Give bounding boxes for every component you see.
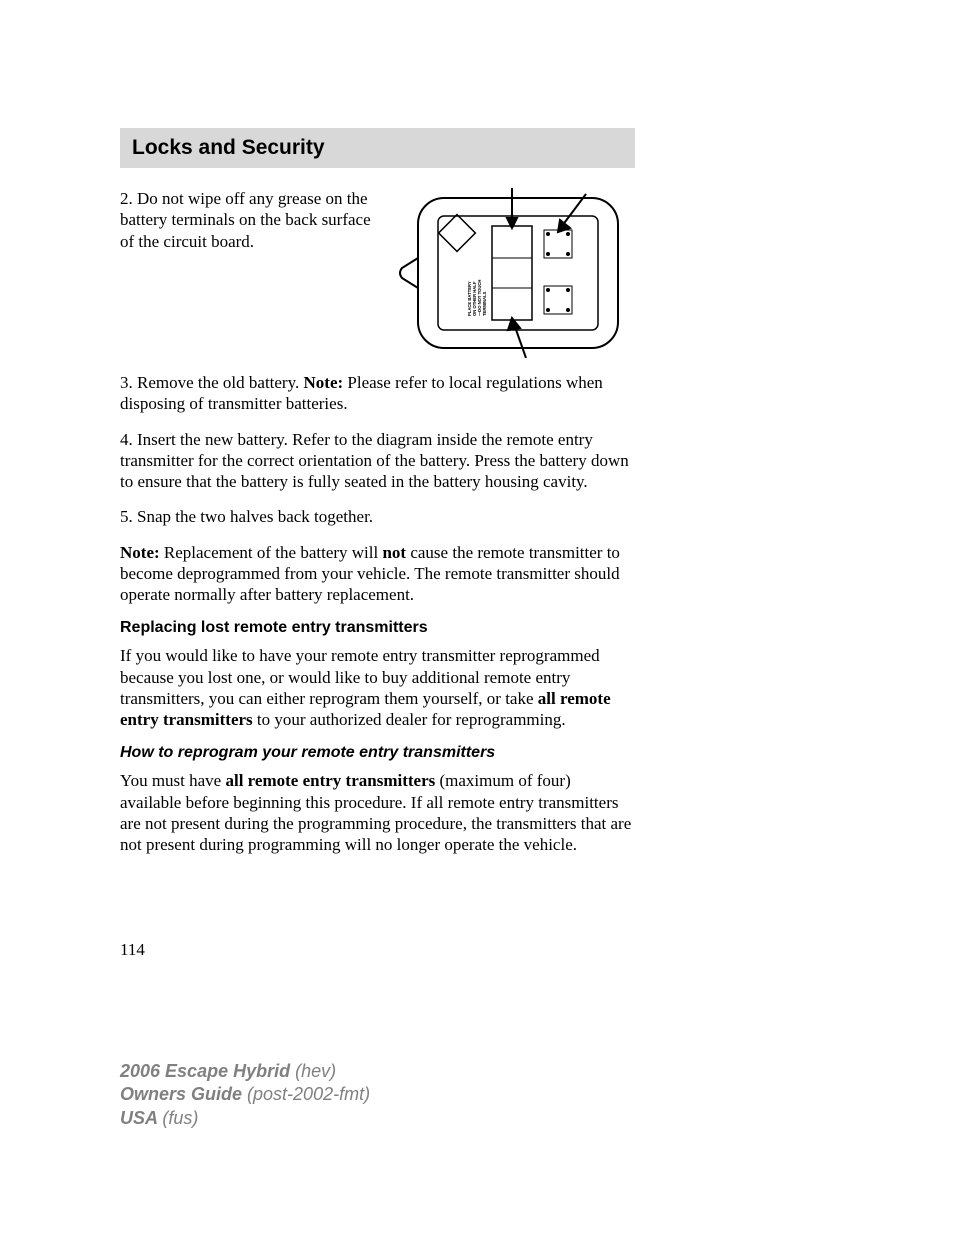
svg-text:TERMINALS: TERMINALS xyxy=(482,291,487,316)
replacing-p1c: to your authorized dealer for reprogramm… xyxy=(253,710,566,729)
note-bold-2: not xyxy=(382,543,406,562)
replacing-para: If you would like to have your remote en… xyxy=(120,645,635,730)
footer-line-1: 2006 Escape Hybrid (hev) xyxy=(120,1060,370,1083)
footer-line-3: USA (fus) xyxy=(120,1107,370,1130)
replacing-heading: Replacing lost remote entry transmitters xyxy=(120,619,635,637)
remote-circuit-diagram: PLACE BATTERY ON OTHER HALF —DO NOT TOUC… xyxy=(396,188,626,358)
step-3-pre: 3. Remove the old battery. xyxy=(120,373,304,392)
page-number: 114 xyxy=(120,940,145,960)
remote-svg: PLACE BATTERY ON OTHER HALF —DO NOT TOUC… xyxy=(396,188,626,358)
page-content: Locks and Security 2. Do not wipe off an… xyxy=(120,128,820,869)
step-3-text: 3. Remove the old battery. Note: Please … xyxy=(120,372,635,415)
note-bold-1: Note: xyxy=(120,543,160,562)
reprogram-heading: How to reprogram your remote entry trans… xyxy=(120,744,635,762)
footer-block: 2006 Escape Hybrid (hev) Owners Guide (p… xyxy=(120,1060,370,1130)
step-3-note-bold: Note: xyxy=(304,373,344,392)
footer-line-2: Owners Guide (post-2002-fmt) xyxy=(120,1083,370,1106)
battery-note: Note: Replacement of the battery will no… xyxy=(120,542,635,606)
reprogram-p1a: You must have xyxy=(120,771,225,790)
section-header-bar: Locks and Security xyxy=(120,128,635,168)
footer-l3b: (fus) xyxy=(162,1108,198,1128)
footer-l2a: Owners Guide xyxy=(120,1084,247,1104)
footer-l3a: USA xyxy=(120,1108,162,1128)
footer-l2b: (post-2002-fmt) xyxy=(247,1084,370,1104)
section-header-title: Locks and Security xyxy=(132,136,623,160)
step-2-row: 2. Do not wipe off any grease on the bat… xyxy=(120,188,820,358)
reprogram-p1b: all remote entry transmitters xyxy=(225,771,435,790)
replacing-p1a: If you would like to have your remote en… xyxy=(120,646,600,708)
step-4-text: 4. Insert the new battery. Refer to the … xyxy=(120,429,635,493)
footer-l1b: (hev) xyxy=(295,1061,336,1081)
step-2-text: 2. Do not wipe off any grease on the bat… xyxy=(120,188,378,358)
note-text-1: Replacement of the battery will xyxy=(160,543,383,562)
reprogram-para: You must have all remote entry transmitt… xyxy=(120,770,635,855)
footer-l1a: 2006 Escape Hybrid xyxy=(120,1061,295,1081)
step-5-text: 5. Snap the two halves back together. xyxy=(120,506,635,527)
